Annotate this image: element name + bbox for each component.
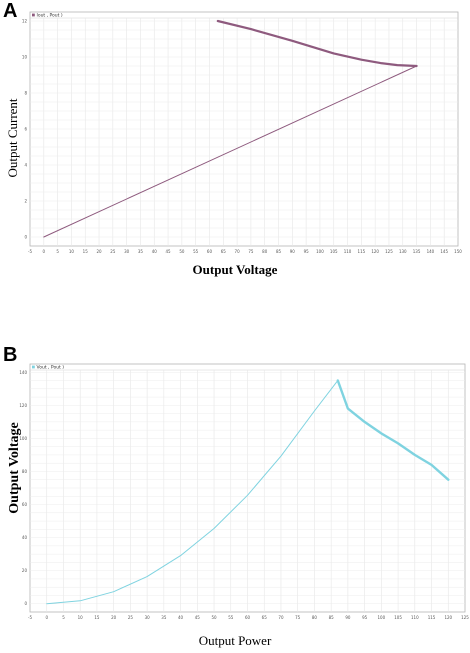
chart-b-series-0-line (46, 380, 339, 605)
chart-a-x-tick-label-14: 65 (221, 249, 227, 254)
chart-a-series-0-line (43, 65, 418, 238)
chart-b-y-tick-label-5: 100 (19, 436, 27, 441)
chart-a-x-tick-label-24: 115 (358, 249, 366, 254)
chart-b-y-tick-label-4: 80 (22, 469, 28, 474)
chart-a-x-tick-label-23: 110 (344, 249, 352, 254)
chart-b-x-tick-label-18: 85 (329, 615, 335, 620)
chart-b-x-tick-label-21: 100 (378, 615, 386, 620)
chart-a-x-tick-label-4: 15 (83, 249, 89, 254)
chart-b-y-axis-title: Output Voltage (7, 422, 22, 514)
chart-a-y-tick-label-2: 4 (24, 163, 27, 168)
chart-a-x-tick-label-30: 145 (440, 249, 448, 254)
chart-b-y-tick-label-1: 20 (22, 568, 28, 573)
chart-a-series-1-line (216, 19, 418, 68)
chart-b-x-tick-label-0: -5 (28, 615, 32, 620)
chart-a-x-tick-label-0: -5 (28, 249, 32, 254)
chart-a-x-tick-label-17: 80 (262, 249, 268, 254)
chart-b-x-tick-label-25: 120 (444, 615, 452, 620)
chart-a-x-tick-label-25: 120 (371, 249, 379, 254)
chart-b-y-tick-label-0: 0 (24, 601, 27, 606)
chart-b-series-1-line (336, 379, 450, 481)
chart-a-legend-text: Iout , Pout ) (37, 13, 63, 19)
chart-a-legend-swatch (32, 13, 35, 17)
chart-a-y-tick-label-6: 12 (22, 19, 28, 24)
panel-label-a: A (3, 0, 18, 22)
chart-a-x-tick-label-6: 25 (110, 249, 116, 254)
chart-b-y-tick-label-3: 60 (22, 502, 28, 507)
chart-b-x-axis-title: Output Power (198, 633, 272, 648)
chart-b-x-tick-label-3: 10 (78, 615, 84, 620)
chart-b-x-tick-label-15: 70 (278, 615, 284, 620)
chart-b-x-tick-label-4: 15 (94, 615, 100, 620)
chart-b-x-tick-label-19: 90 (345, 615, 351, 620)
chart-b-x-tick-label-2: 5 (62, 615, 65, 620)
chart-b-legend-swatch (32, 365, 35, 369)
chart-b-x-tick-label-6: 25 (128, 615, 134, 620)
chart-a-x-tick-label-11: 50 (179, 249, 185, 254)
chart-a-x-axis-title: Output Voltage (192, 262, 278, 277)
chart-b-x-tick-label-13: 60 (245, 615, 251, 620)
chart-a-x-tick-label-26: 125 (385, 249, 393, 254)
chart-a-y-axis-title: Output Current (5, 98, 20, 178)
chart-a-y-tick-label-5: 10 (22, 55, 28, 60)
chart-b-y-tick-label-7: 140 (19, 370, 27, 375)
chart-b-x-tick-label-5: 20 (111, 615, 117, 620)
chart-b-x-tick-label-10: 45 (195, 615, 201, 620)
chart-a-x-tick-label-28: 135 (413, 249, 421, 254)
chart-a-x-tick-label-1: 0 (43, 249, 46, 254)
chart-a-x-tick-label-7: 30 (124, 249, 130, 254)
chart-a-x-tick-label-27: 130 (399, 249, 407, 254)
current-voltage-chart: Iout , Pout )-5 0 5 10 15 20 25 30 35 40 45 50 55 60 6… (22, 11, 462, 254)
chart-b-x-tick-label-11: 50 (211, 615, 217, 620)
chart-b-y-tick-label-6: 120 (19, 403, 27, 408)
chart-b-x-tick-label-9: 40 (178, 615, 184, 620)
chart-b-y-tick-label-2: 40 (22, 535, 28, 540)
chart-a-x-tick-label-16: 75 (248, 249, 254, 254)
chart-a-x-tick-label-2: 5 (56, 249, 59, 254)
chart-a-x-tick-label-10: 45 (166, 249, 172, 254)
chart-b-x-tick-label-17: 80 (312, 615, 318, 620)
chart-a-x-tick-label-3: 10 (69, 249, 75, 254)
chart-b-x-tick-label-12: 55 (228, 615, 234, 620)
chart-a-x-tick-label-22: 105 (330, 249, 338, 254)
panel-label-b: B (3, 344, 18, 366)
chart-b-x-tick-label-7: 30 (145, 615, 151, 620)
chart-b-x-tick-label-23: 110 (411, 615, 419, 620)
chart-b-x-tick-label-22: 105 (394, 615, 402, 620)
chart-b-x-tick-label-8: 35 (161, 615, 167, 620)
chart-a-y-tick-label-0: 0 (24, 235, 27, 240)
chart-a-x-tick-label-8: 35 (138, 249, 144, 254)
chart-b-x-tick-label-14: 65 (262, 615, 268, 620)
chart-a-x-tick-label-5: 20 (96, 249, 102, 254)
chart-b-x-tick-label-1: 0 (45, 615, 48, 620)
chart-a-x-tick-label-21: 100 (316, 249, 324, 254)
chart-b-x-tick-label-26: 125 (461, 615, 469, 620)
chart-a-x-tick-label-31: 150 (454, 249, 462, 254)
chart-b-x-tick-label-16: 75 (295, 615, 301, 620)
chart-b-x-tick-label-20: 95 (362, 615, 368, 620)
chart-a-y-tick-label-4: 8 (24, 91, 27, 96)
chart-b-legend-text: Vout , Pout ) (37, 365, 65, 371)
chart-a-x-tick-label-19: 90 (290, 249, 296, 254)
chart-a-y-tick-label-1: 2 (24, 199, 27, 204)
chart-a-x-tick-label-15: 70 (235, 249, 241, 254)
chart-a-x-tick-label-18: 85 (276, 249, 282, 254)
chart-a-x-tick-label-13: 60 (207, 249, 213, 254)
chart-a-x-tick-label-29: 140 (427, 249, 435, 254)
chart-b-x-tick-label-24: 115 (428, 615, 436, 620)
chart-a-x-tick-label-9: 40 (152, 249, 158, 254)
chart-a-x-tick-label-20: 95 (304, 249, 310, 254)
chart-a-x-tick-label-12: 55 (193, 249, 199, 254)
chart-a-y-tick-label-3: 6 (24, 127, 27, 132)
